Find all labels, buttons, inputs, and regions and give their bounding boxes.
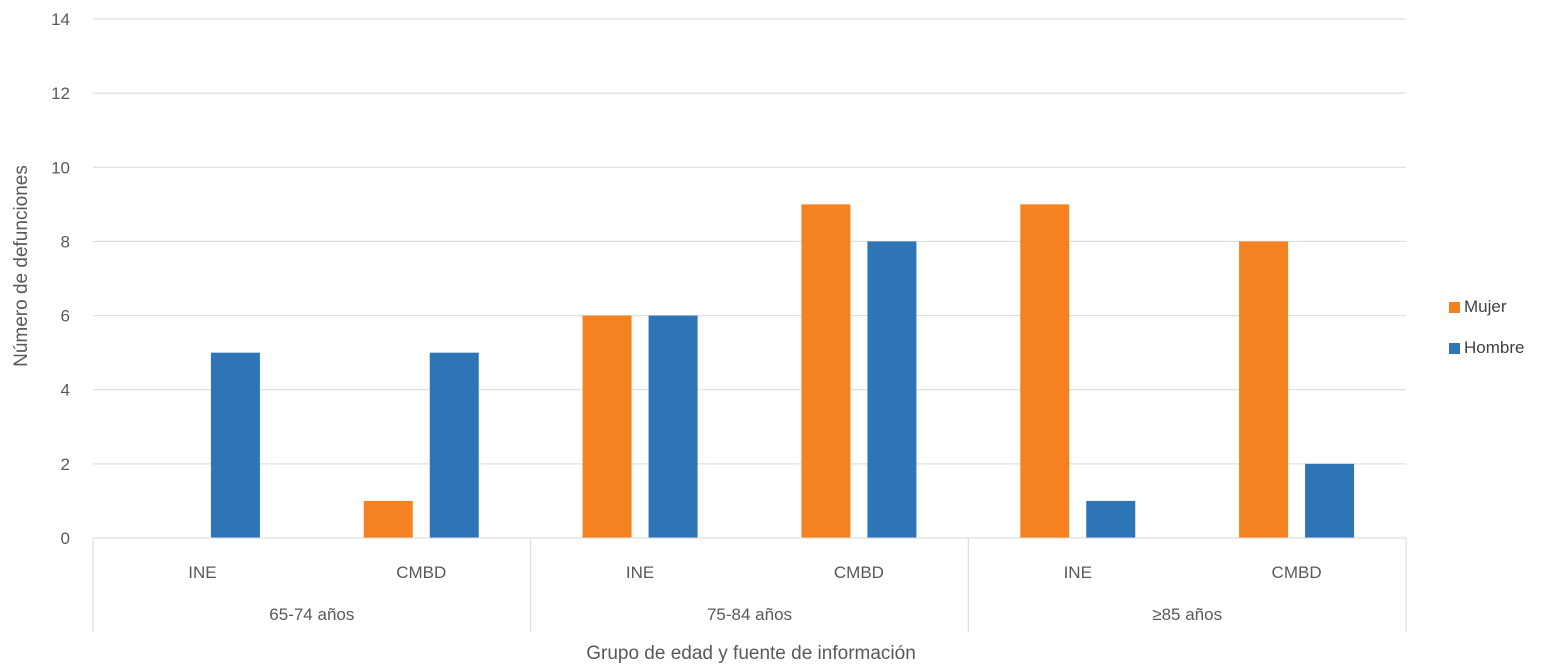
bar-hombre: [867, 241, 917, 538]
bar-hombre: [1305, 463, 1355, 538]
x-group-label: ≥85 años: [1152, 605, 1222, 624]
x-category-label: CMBD: [834, 563, 884, 582]
bar-mujer: [363, 500, 413, 538]
x-axis: INE CMBD INE CMBD INE CMBD 65-74 años 75-84 año…: [92, 537, 1407, 632]
y-tick-label: 12: [51, 84, 70, 103]
y-axis-ticks: 0 2 4 6 8 10 12 14: [51, 10, 70, 548]
x-group-label: 65-74 años: [269, 605, 354, 624]
x-category-label: CMBD: [1272, 563, 1322, 582]
y-tick-label: 10: [51, 158, 70, 177]
y-tick-label: 6: [61, 307, 70, 326]
legend-item-hombre: Hombre: [1449, 337, 1524, 359]
gridlines: [93, 18, 1406, 465]
legend-swatch-mujer: [1449, 301, 1460, 313]
bar-mujer: [801, 204, 851, 538]
y-tick-label: 8: [61, 232, 70, 251]
legend: Mujer Hombre: [1449, 296, 1524, 378]
y-tick-label: 4: [61, 381, 70, 400]
y-axis-label: Número de defunciones: [11, 165, 32, 367]
legend-item-mujer: Mujer: [1449, 296, 1524, 318]
y-tick-label: 0: [61, 529, 70, 548]
bar-mujer: [582, 315, 632, 538]
x-axis-label: Grupo de edad y fuente de información: [586, 643, 916, 664]
x-group-label: 75-84 años: [707, 605, 792, 624]
x-category-label: CMBD: [396, 563, 446, 582]
bar-hombre: [1086, 500, 1136, 538]
legend-label-mujer: Mujer: [1464, 297, 1507, 316]
bars: [210, 204, 1355, 538]
y-tick-label: 2: [61, 455, 70, 474]
x-category-label: INE: [1064, 563, 1092, 582]
legend-swatch-hombre: [1449, 342, 1460, 354]
bar-mujer: [1020, 204, 1070, 538]
bar-hombre: [210, 352, 260, 538]
bar-mujer: [1239, 241, 1289, 538]
x-category-label: INE: [626, 563, 654, 582]
y-tick-label: 14: [51, 10, 70, 29]
legend-label-hombre: Hombre: [1464, 338, 1525, 357]
x-category-label: INE: [188, 563, 216, 582]
bar-hombre: [429, 352, 479, 538]
bar-hombre: [648, 315, 698, 538]
